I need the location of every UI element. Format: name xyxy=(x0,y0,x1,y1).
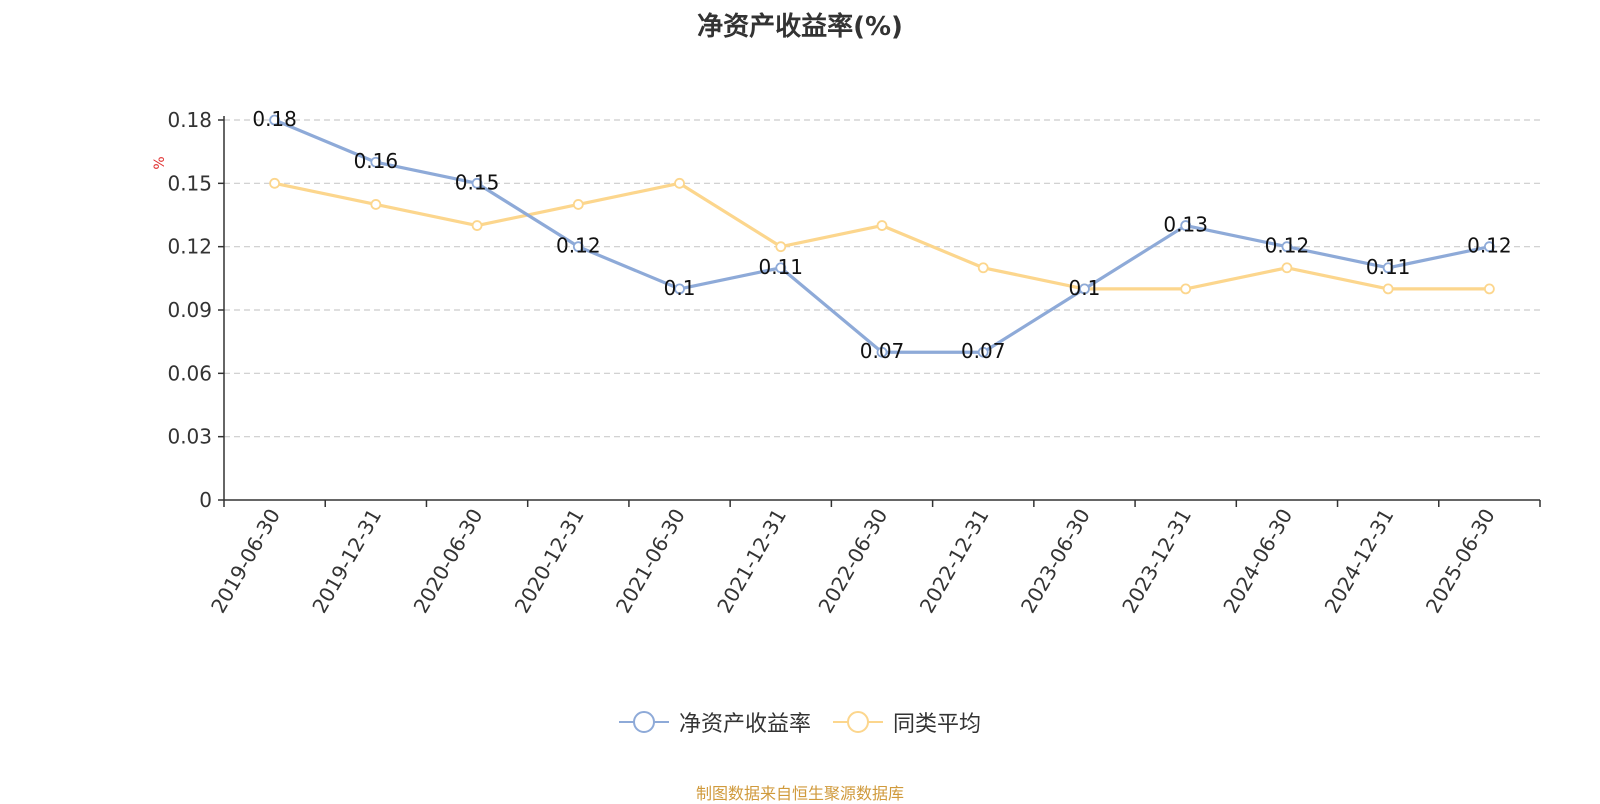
series-2-point xyxy=(572,199,584,210)
data-label: 0.15 xyxy=(455,170,500,194)
data-label: 0.18 xyxy=(252,107,297,131)
series-1-point xyxy=(775,262,787,274)
series-2-point xyxy=(674,177,685,189)
series-2-point xyxy=(1180,283,1192,295)
y-tick-label: 0 xyxy=(199,488,212,512)
x-tick-label: 2023-06-30 xyxy=(1016,505,1095,618)
series-2-point xyxy=(471,220,483,231)
line-chart: 0 0.03 0.06 0.09 0.12 0.15 0.18% 2019-06-30 2019… xyxy=(152,107,1541,618)
data-label: 0.11 xyxy=(1366,255,1411,279)
series-1-point xyxy=(1483,241,1495,253)
legend-label-series-1: 净资产收益率 xyxy=(678,712,811,737)
legend: 净资产收益率 同类平均 xyxy=(0,706,1600,738)
x-tick-label: 2023-12-31 xyxy=(1117,505,1196,618)
series-2-point xyxy=(269,177,281,189)
series-2-point xyxy=(1281,262,1293,274)
x-tick-label: 2019-06-30 xyxy=(206,505,285,618)
y-axis-unit: % xyxy=(152,156,168,169)
series-2-point xyxy=(1483,283,1495,295)
x-tick-label: 2020-12-31 xyxy=(510,505,589,618)
series-1-point xyxy=(977,346,989,358)
series-2-point xyxy=(1382,283,1394,295)
x-tick-label: 2021-06-30 xyxy=(611,505,690,618)
series-1-point xyxy=(1180,220,1192,231)
y-tick-label: 0.15 xyxy=(167,171,212,195)
series-1-point xyxy=(876,346,888,358)
x-tick-label: 2022-06-30 xyxy=(813,505,892,618)
x-tick-label: 2024-12-31 xyxy=(1320,505,1399,618)
series-1-point xyxy=(1382,262,1394,274)
legend-label-series-2: 同类平均 xyxy=(893,712,982,737)
y-tick-label: 0.09 xyxy=(167,298,212,322)
legend-item-series-1[interactable]: 净资产收益率 xyxy=(618,706,811,738)
data-label: 0.13 xyxy=(1163,213,1208,237)
series-2-point xyxy=(876,220,888,231)
series-1-point xyxy=(471,177,483,189)
data-label: 0.12 xyxy=(1467,234,1512,258)
data-label: 0.07 xyxy=(860,339,905,363)
legend-marker-series-2 xyxy=(833,711,883,733)
x-tick-label: 2024-06-30 xyxy=(1218,505,1297,618)
data-label: 0.07 xyxy=(961,339,1006,363)
data-source-note: 制图数据来自恒生聚源数据库 xyxy=(695,784,904,803)
y-tick-label: 0.06 xyxy=(167,361,212,385)
y-tick-label: 0.03 xyxy=(167,425,212,449)
series-1-point xyxy=(572,241,584,253)
data-label: 0.12 xyxy=(556,234,601,258)
y-tick-label: 0.12 xyxy=(167,235,212,259)
series-1-point xyxy=(1281,241,1293,253)
legend-item-series-2[interactable]: 同类平均 xyxy=(833,706,981,738)
series-1-point xyxy=(1079,283,1090,295)
legend-marker-series-1 xyxy=(618,711,669,733)
x-tick-label: 2020-06-30 xyxy=(409,504,488,617)
x-tick-label: 2021-12-31 xyxy=(712,505,791,618)
series-1-point xyxy=(370,156,382,168)
series-1-point xyxy=(269,114,281,126)
data-label: 0.1 xyxy=(664,276,696,300)
data-label: 0.11 xyxy=(759,255,804,279)
data-label: 0.1 xyxy=(1069,276,1101,300)
x-tick-label: 2019-12-31 xyxy=(307,505,386,618)
series-2-point xyxy=(370,199,382,210)
x-tick-label: 2025-06-30 xyxy=(1421,505,1500,618)
data-label: 0.12 xyxy=(1265,234,1310,258)
series-2-point xyxy=(775,241,787,253)
chart-title: 净资产收益率(%) xyxy=(697,12,903,42)
x-tick-label: 2022-12-31 xyxy=(915,504,994,617)
y-tick-label: 0.18 xyxy=(167,108,212,132)
series-1-point xyxy=(674,283,685,295)
series-2-point xyxy=(977,262,989,274)
data-label: 0.16 xyxy=(354,149,399,173)
